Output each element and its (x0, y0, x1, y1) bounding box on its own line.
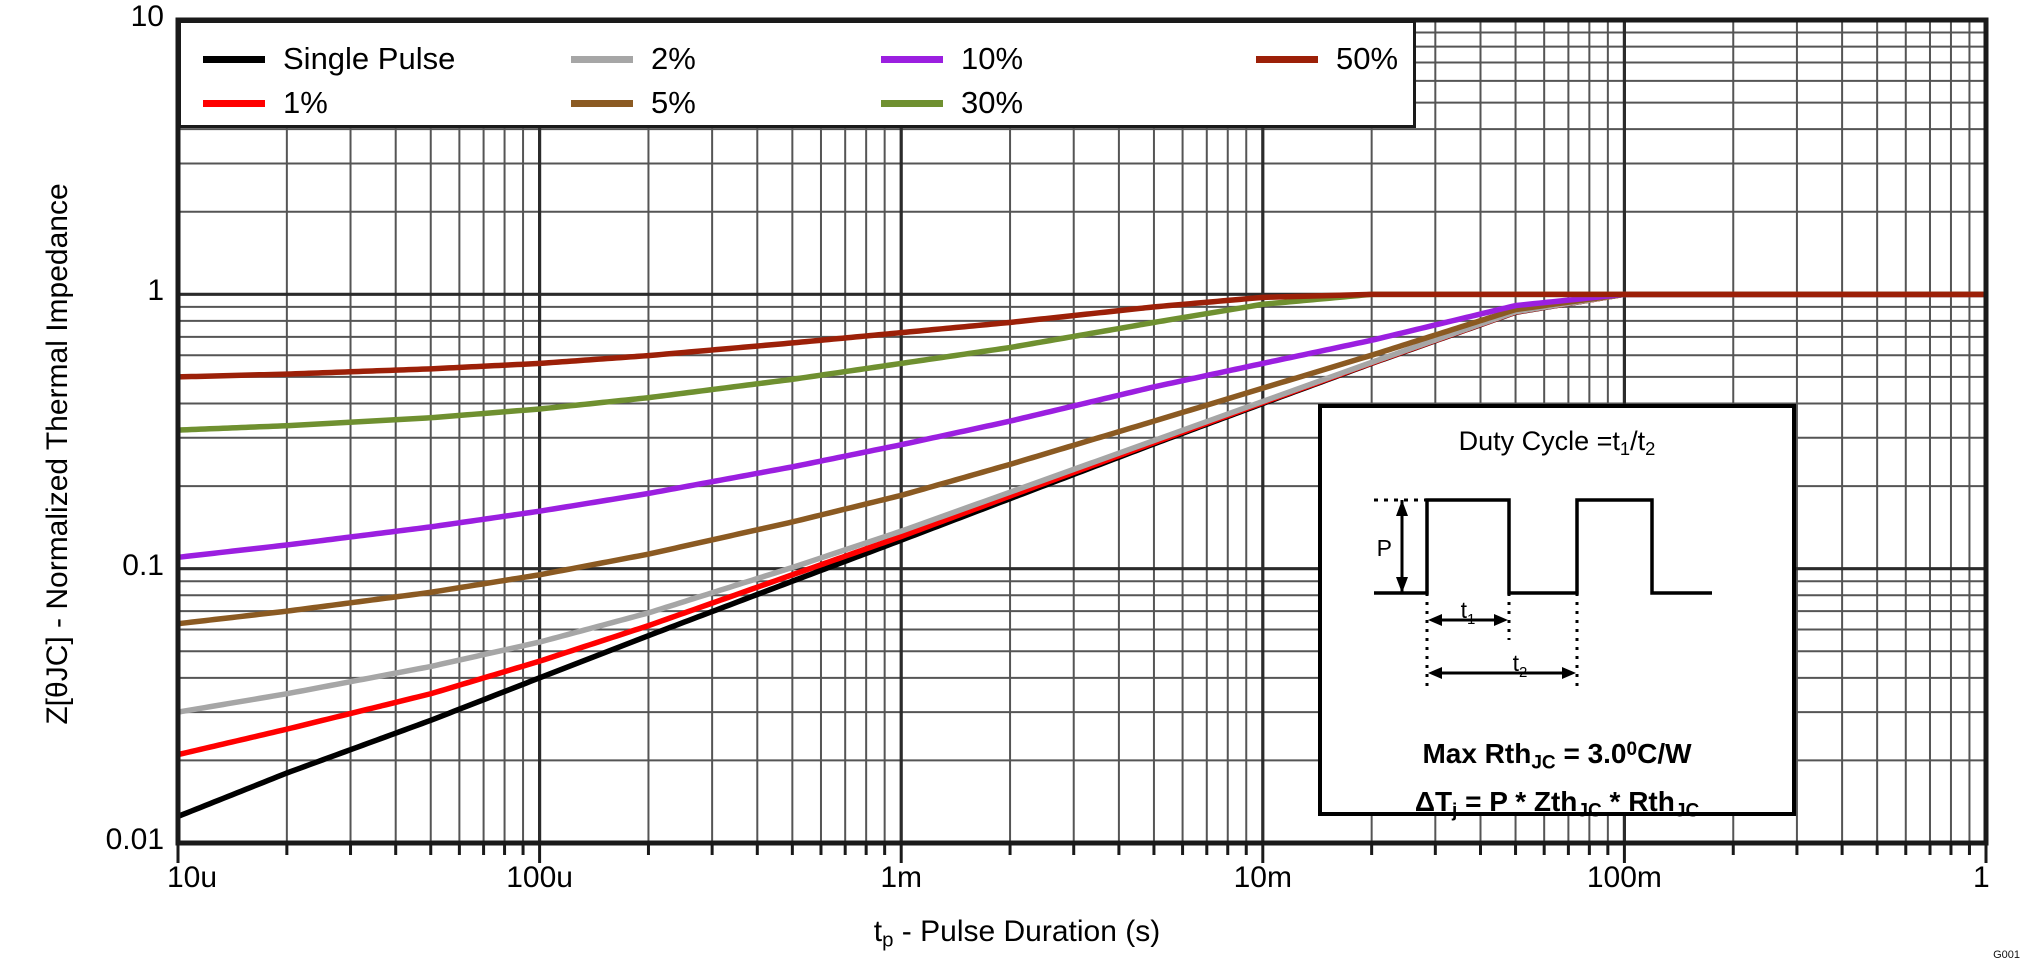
legend-swatch-icon (203, 99, 265, 107)
t1-label: t1 (1461, 597, 1476, 628)
x-axis-title-post: - Pulse Duration (s) (893, 915, 1161, 948)
rthjc-mid: = 3.0 (1555, 738, 1627, 769)
x-axis-title: tp - Pulse Duration (s) (0, 915, 2034, 953)
p-arrow-head-up (1396, 500, 1408, 516)
legend-label: 1% (283, 85, 328, 120)
x-tick-1m: 1m (880, 861, 923, 894)
rthjc-sub: JC (1531, 752, 1556, 774)
inset-title-pre: Duty Cycle =t (1458, 426, 1620, 456)
t1-arrow-head-left (1428, 614, 1442, 626)
legend-label: 5% (651, 85, 696, 120)
x-tick-100u: 100u (506, 861, 573, 894)
legend-swatch-icon (881, 55, 943, 63)
deltatj-sub3: JC (1674, 800, 1700, 822)
legend-item-5[interactable]: 5% (571, 85, 696, 121)
deltatj-mid2: * Rth (1601, 786, 1675, 817)
rthjc-post: C/W (1637, 738, 1692, 769)
legend-swatch-icon (881, 99, 943, 107)
inset-title: Duty Cycle =t1/t2 (1322, 426, 1792, 460)
rthjc-pre: Max Rth (1422, 738, 1532, 769)
legend-swatch-icon (1256, 55, 1318, 63)
inset-title-sub2: 2 (1645, 438, 1656, 460)
inset-rthjc-line: Max RthJC = 3.00C/W (1322, 738, 1792, 774)
deltatj-sub2: JC (1577, 800, 1602, 822)
pulse-waveform-diagram: P t1 t2 (1374, 498, 1712, 686)
inset-title-mid: /t (1630, 426, 1646, 456)
inset-deltatj-line: ΔTj = P * ZthJC * RthJC (1322, 786, 1792, 822)
x-tick-1: 1 (1972, 861, 1990, 894)
legend-label: 10% (961, 41, 1024, 76)
figure-id-label: G001 (1993, 949, 2020, 961)
y-axis-title: Z[θJC] - Normalized Thermal Impedance (41, 183, 74, 725)
legend-swatch-icon (203, 55, 265, 63)
rthjc-sup: 0 (1626, 739, 1638, 761)
duty-cycle-inset: Duty Cycle =t1/t2 P t1 t2 (1318, 404, 1796, 821)
legend-swatch-icon (571, 99, 633, 107)
x-tick-100m: 100m (1586, 861, 1662, 894)
legend-item-30[interactable]: 30% (881, 85, 1023, 121)
t1-arrow-head-right (1494, 614, 1508, 626)
legend-label: 50% (1336, 41, 1399, 76)
deltatj-mid1: = P * Zth (1457, 786, 1578, 817)
p-arrow-head-down (1396, 577, 1408, 593)
y-tick-1: 1 (147, 274, 164, 308)
legend-item-single-pulse[interactable]: Single Pulse (203, 41, 455, 77)
x-axis-title-pre: t (873, 915, 883, 948)
t2-arrow-head-left (1428, 667, 1442, 679)
t2-label: t2 (1513, 650, 1528, 681)
deltatj-sub1: j (1452, 800, 1458, 822)
legend: Single Pulse 1% 2% 5% 10% 30% 50% (178, 20, 1416, 128)
inset-title-sub1: 1 (1619, 438, 1631, 460)
t2-arrow-head-right (1562, 667, 1576, 679)
legend-item-50[interactable]: 50% (1256, 41, 1398, 77)
legend-swatch-icon (571, 55, 633, 63)
legend-item-1[interactable]: 1% (203, 85, 328, 121)
x-tick-10m: 10m (1233, 861, 1292, 894)
legend-item-10[interactable]: 10% (881, 41, 1023, 77)
y-tick-10: 10 (130, 0, 164, 33)
legend-label: 2% (651, 41, 696, 76)
legend-label: Single Pulse (283, 41, 456, 76)
y-tick-0.1: 0.1 (122, 548, 164, 582)
x-tick-10u: 10u (166, 861, 218, 894)
legend-item-2[interactable]: 2% (571, 41, 696, 77)
legend-label: 30% (961, 85, 1024, 120)
p-label: P (1377, 535, 1392, 561)
deltatj-pre: ΔT (1414, 786, 1453, 817)
y-tick-0.01: 0.01 (105, 823, 164, 856)
x-axis-title-sub: p (882, 929, 894, 952)
pulse-train-path (1374, 498, 1712, 595)
